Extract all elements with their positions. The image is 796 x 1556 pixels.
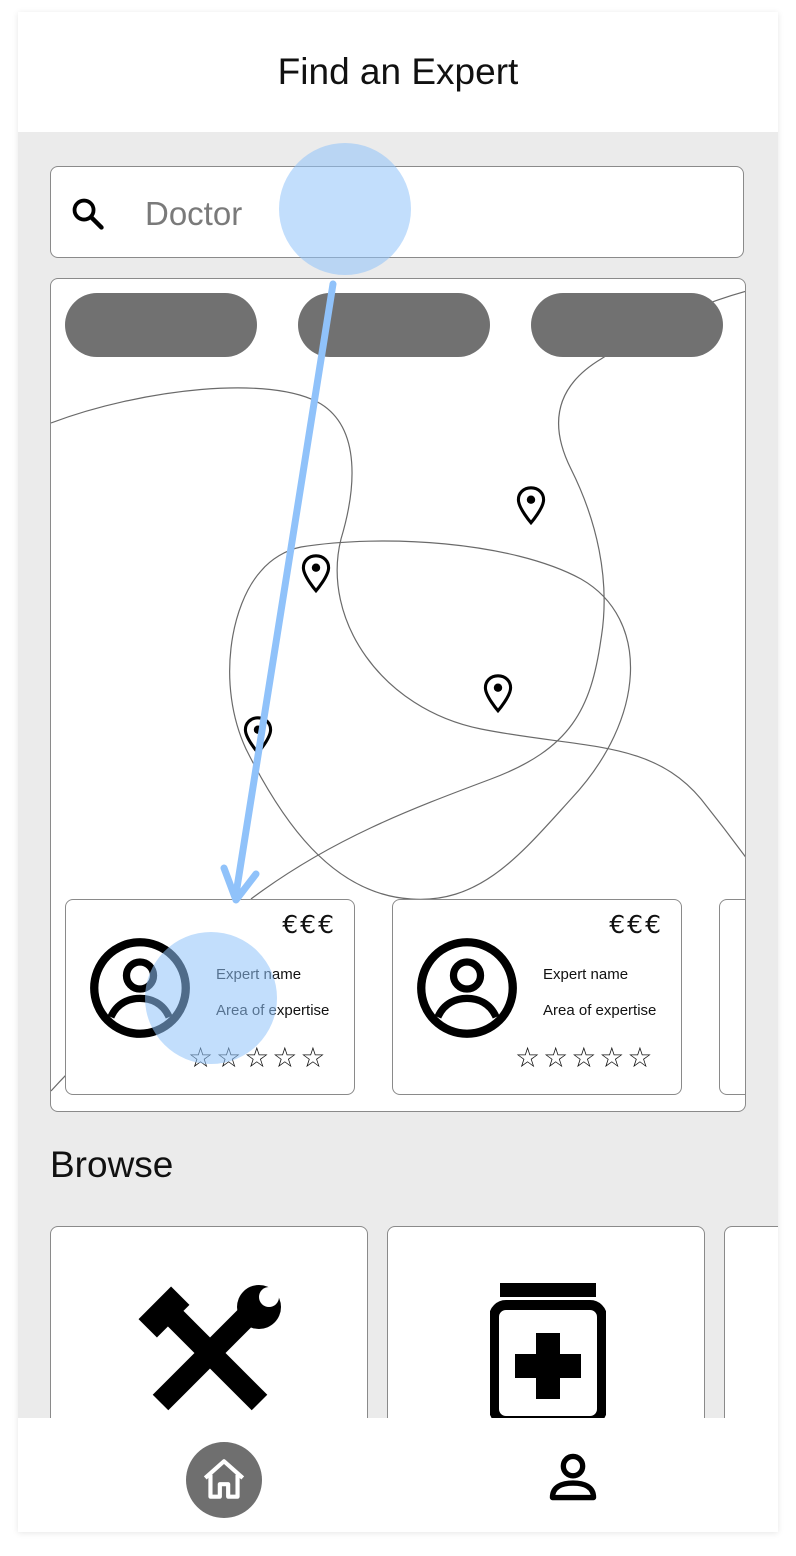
nav-home-button[interactable] [186, 1442, 262, 1518]
expert-card-partial[interactable] [719, 899, 745, 1095]
person-icon[interactable] [544, 1448, 602, 1506]
map-pin-icon[interactable] [299, 553, 333, 595]
map-pin-icon[interactable] [241, 715, 275, 757]
expert-card[interactable]: €€€ Expert name Area of expertise ☆☆☆☆☆ [392, 899, 682, 1095]
search-icon [72, 198, 104, 230]
page-title: Find an Expert [277, 51, 519, 92]
price-level: €€€ [609, 910, 663, 939]
search-bar[interactable] [50, 166, 744, 258]
avatar-icon [417, 938, 517, 1038]
expert-card[interactable]: €€€ Expert name Area of expertise ☆☆☆☆☆ [65, 899, 355, 1095]
app-screen: Find an Expert [18, 12, 778, 1532]
expert-name: Expert name [216, 966, 302, 983]
expert-area: Area of expertise [543, 1002, 657, 1019]
map-pin-icon[interactable] [514, 485, 548, 527]
expert-name: Expert name [543, 966, 629, 983]
app-bar: Find an Expert [18, 12, 778, 132]
filter-chip[interactable] [298, 293, 490, 357]
filter-chip[interactable] [65, 293, 257, 357]
filter-chip[interactable] [531, 293, 723, 357]
avatar-icon [90, 938, 190, 1038]
search-input[interactable] [143, 187, 707, 241]
bottom-navigation [18, 1418, 778, 1532]
map-pin-icon[interactable] [481, 673, 515, 715]
home-icon [203, 1459, 245, 1499]
browse-heading: Browse [50, 1144, 174, 1185]
star-rating: ☆☆☆☆☆ [515, 1041, 656, 1074]
map-view[interactable]: €€€ Expert name Area of expertise ☆☆☆☆☆ … [50, 278, 746, 1112]
star-rating: ☆☆☆☆☆ [188, 1041, 329, 1074]
price-level: €€€ [282, 910, 336, 939]
tools-icon [138, 1285, 281, 1411]
expert-area: Area of expertise [216, 1002, 330, 1019]
medicine-icon [490, 1283, 606, 1423]
